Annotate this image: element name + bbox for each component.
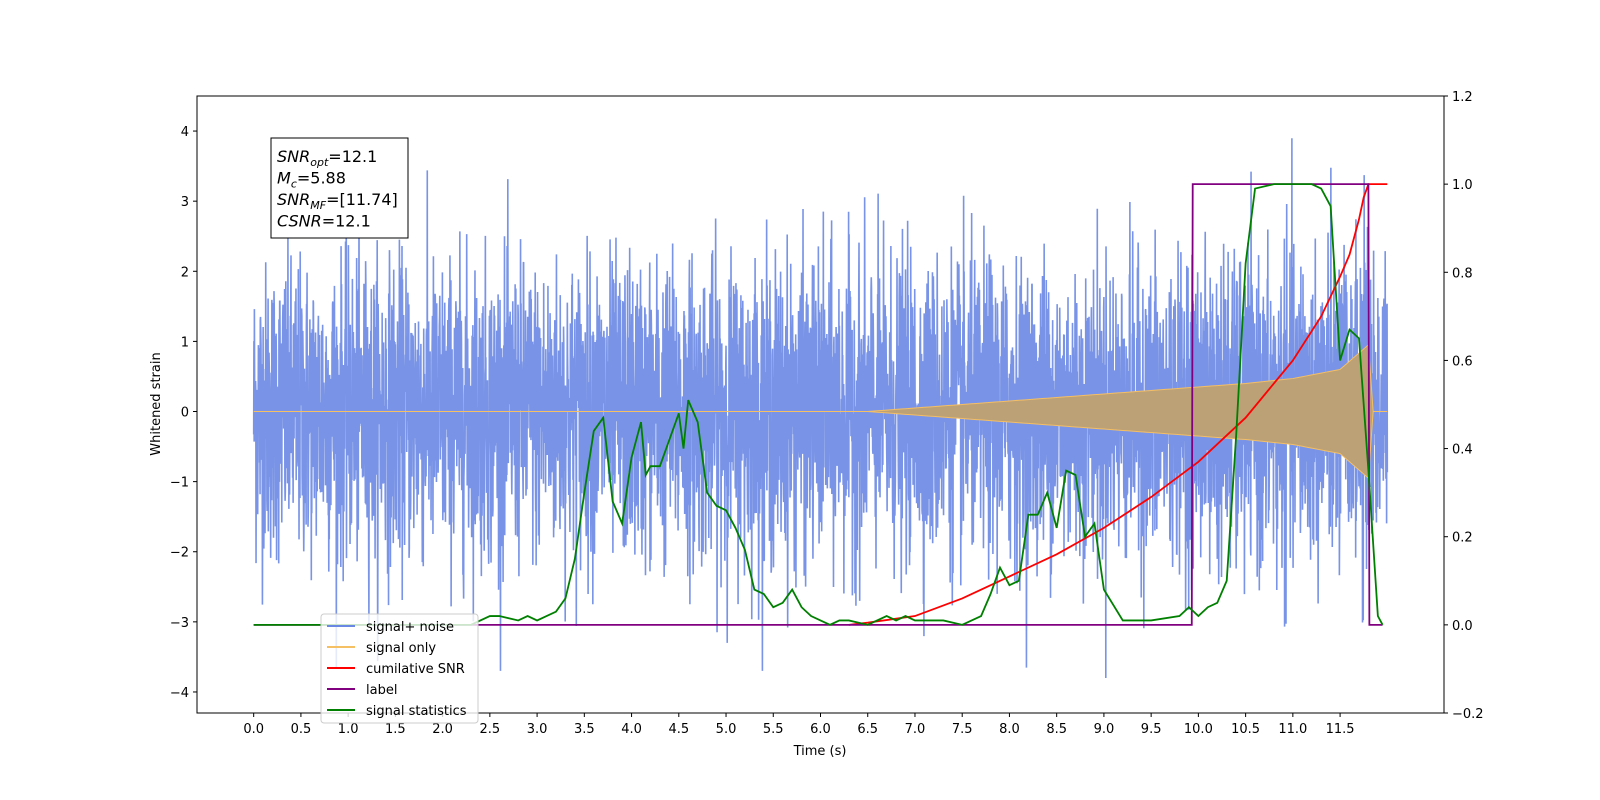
x-tick-label: 8.0 [999, 722, 1020, 737]
legend-frame [320, 613, 479, 724]
y-left-tick-label: −1 [170, 476, 189, 491]
y-left-tick-label: 3 [181, 195, 189, 210]
x-tick-label: 0.5 [291, 722, 312, 737]
annotation-line: Mc=5.88 [277, 169, 346, 191]
legend-label: cumilative SNR [366, 662, 465, 677]
y-right-tick-label: 0.6 [1452, 354, 1473, 369]
legend: signal+ noise signal only cumilative SNR la… [320, 613, 479, 724]
x-tick-label: 7.0 [905, 722, 926, 737]
annotation-line: SNRMF=[11.74] [277, 190, 398, 212]
x-tick-label: 11.5 [1326, 722, 1355, 737]
y-left-tick-label: 2 [181, 265, 189, 280]
y-left-tick-label: −4 [170, 686, 189, 701]
x-tick-label: 4.5 [668, 722, 689, 737]
legend-label: signal statistics [366, 704, 467, 719]
x-tick-label: 2.0 [432, 722, 453, 737]
y-left-tick-label: −3 [170, 616, 189, 631]
x-tick-label: 3.0 [527, 722, 548, 737]
plot-area [252, 138, 1389, 679]
y-left-tick-label: 1 [181, 335, 189, 350]
x-tick-label: 1.0 [338, 722, 359, 737]
annotation-line: CSNR=12.1 [277, 212, 371, 231]
annotation-line: SNRopt=12.1 [277, 147, 377, 169]
y-right-tick-label: 1.0 [1452, 178, 1473, 193]
legend-label: signal only [366, 641, 436, 656]
x-tick-label: 4.0 [621, 722, 642, 737]
x-tick-label: 5.5 [763, 722, 784, 737]
x-tick-label: 1.5 [385, 722, 406, 737]
x-tick-label: 5.0 [716, 722, 737, 737]
y-right-tick-label: 0.0 [1452, 619, 1473, 634]
x-tick-label: 0.0 [243, 722, 264, 737]
annotation-frame [270, 137, 409, 239]
y-axis-title: Whitened strain [149, 352, 164, 455]
x-tick-label: 9.5 [1141, 722, 1162, 737]
series-cumulative-snr [848, 183, 1388, 626]
x-tick-label: 11.0 [1278, 722, 1307, 737]
y-left-tick-label: −2 [170, 546, 189, 561]
y-right-tick-label: 0.8 [1452, 266, 1473, 281]
x-tick-label: 8.5 [1046, 722, 1067, 737]
x-tick-label: 9.0 [1094, 722, 1115, 737]
x-axis-title: Time (s) [793, 744, 847, 759]
x-tick-label: 6.5 [857, 722, 878, 737]
y-left-tick-label: 0 [181, 406, 189, 421]
y-right-tick-label: 1.2 [1452, 90, 1473, 105]
legend-label: label [366, 683, 397, 698]
series-signal-noise [252, 138, 1389, 679]
x-tick-label: 10.0 [1184, 722, 1213, 737]
x-tick-label: 2.5 [480, 722, 501, 737]
x-tick-label: 10.5 [1231, 722, 1260, 737]
x-tick-label: 6.0 [810, 722, 831, 737]
y-right-tick-label: −0.2 [1452, 707, 1484, 722]
x-tick-label: 7.5 [952, 722, 973, 737]
series-signal-statistics [253, 183, 1384, 626]
y-right-tick-label: 0.2 [1452, 531, 1473, 546]
y-right-tick-label: 0.4 [1452, 443, 1473, 458]
x-tick-label: 3.5 [574, 722, 595, 737]
axes: 0.0 0.5 1.0 1.5 2.0 2.5 3.0 3.5 4.0 4.5 5.0 5.5 6.0 6… [170, 90, 1484, 737]
y-left-tick-label: 4 [181, 125, 189, 140]
legend-label: signal+ noise [366, 620, 454, 635]
series-signal-only [253, 343, 1388, 480]
